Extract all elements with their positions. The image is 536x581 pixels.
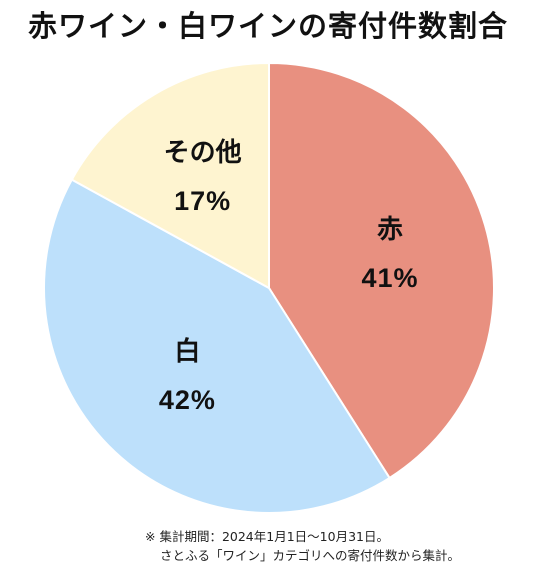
slice-white bbox=[43, 178, 391, 514]
slice-red bbox=[268, 61, 495, 480]
chart-title: 赤ワイン・白ワインの寄付件数割合 bbox=[27, 9, 508, 43]
footnote: ※ 集計期間：2024年1月1日〜10月31日。 さとふる「ワイン」カテゴリへの… bbox=[145, 527, 460, 565]
slice-label-red: 赤 41% bbox=[330, 213, 450, 295]
footnote-line-2: さとふる「ワイン」カテゴリへの寄付件数から集計。 bbox=[160, 548, 461, 563]
slice-label-white: 白 42% bbox=[127, 335, 247, 417]
slice-label-other: その他 17% bbox=[143, 136, 263, 218]
footnote-line-1: ※ 集計期間：2024年1月1日〜10月31日。 bbox=[145, 529, 389, 544]
slice-other bbox=[70, 61, 270, 290]
slice-percent-red: 41% bbox=[361, 262, 419, 293]
slice-percent-white: 42% bbox=[158, 384, 216, 415]
slice-name-white: 白 bbox=[174, 336, 201, 367]
slice-percent-other: 17% bbox=[174, 185, 232, 216]
slice-name-red: 赤 bbox=[376, 214, 403, 245]
slice-name-other: その他 bbox=[163, 137, 242, 168]
